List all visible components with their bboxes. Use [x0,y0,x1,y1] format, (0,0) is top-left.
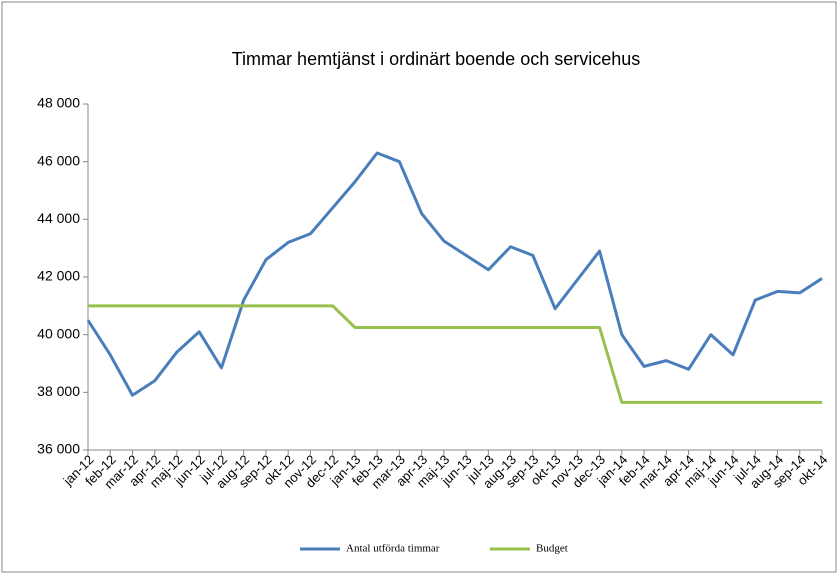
y-tick-label: 44 000 [37,210,80,226]
y-tick-label: 40 000 [37,325,80,341]
chart-title: Timmar hemtjänst i ordinärt boende och s… [232,49,641,69]
series-line [86,151,823,397]
legend-label: Budget [536,543,568,555]
y-tick-label: 46 000 [37,152,80,168]
y-tick-label: 48 000 [37,95,80,111]
legend-label: Antal utförda timmar [346,543,440,555]
y-tick-label: 38 000 [37,383,80,399]
y-tick-label: 36 000 [37,441,80,457]
series-line [88,304,822,404]
chart-border [1,1,837,573]
y-tick-label: 42 000 [37,268,80,284]
